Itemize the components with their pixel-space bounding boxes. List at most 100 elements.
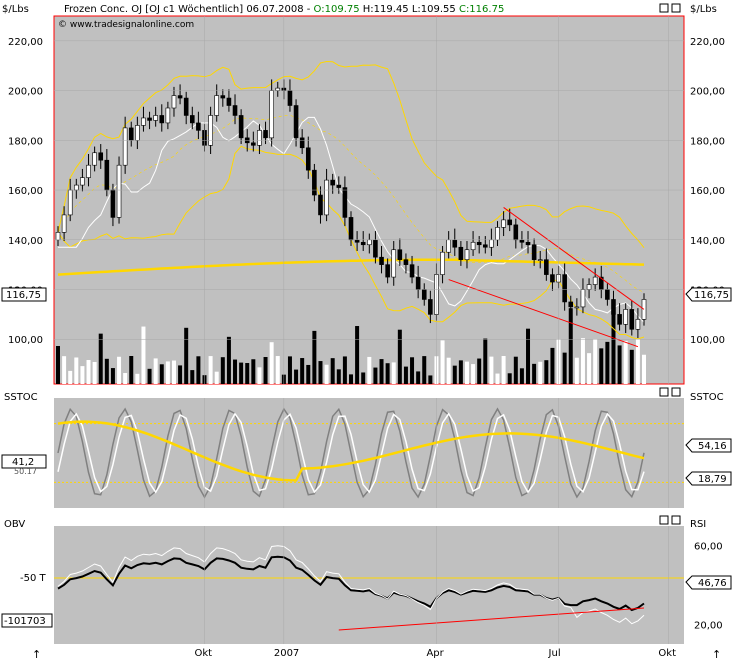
volume-bar <box>464 361 469 384</box>
volume-bar <box>129 356 134 384</box>
watermark-text: © www.tradesignalonline.com <box>58 20 194 30</box>
candle-body <box>403 259 409 265</box>
candle-body <box>379 256 384 265</box>
candle-body <box>592 276 598 285</box>
candle-body <box>635 319 641 330</box>
sstoc-badge-right-top-text: 54,16 <box>698 441 727 452</box>
volume-bar <box>257 367 262 384</box>
obv-close-icon[interactable] <box>671 515 681 525</box>
price-y-tick-left: 100,00 <box>8 335 43 346</box>
volume-bar <box>226 336 231 384</box>
volume-bar <box>312 330 317 384</box>
candle-body <box>196 122 201 131</box>
sstoc-restore-icon[interactable] <box>659 387 669 397</box>
volume-bar <box>629 349 634 384</box>
candle-body <box>269 90 274 139</box>
bollinger-upper-line <box>57 60 645 249</box>
candle-body <box>519 239 525 243</box>
title-low: L:109.55 <box>409 4 456 15</box>
rsi-y-tick: 20,00 <box>694 620 723 631</box>
candle-body <box>61 214 67 233</box>
volume-bar <box>611 314 616 384</box>
sstoc-label-right: SSTOC <box>690 392 724 403</box>
volume-bar <box>574 357 579 384</box>
candle-body <box>415 276 421 290</box>
volume-bar <box>617 345 622 384</box>
obv-label-left: OBV <box>4 519 25 530</box>
volume-bar <box>599 348 604 384</box>
volume-bar <box>446 357 451 384</box>
candle-body <box>330 179 335 186</box>
volume-bar <box>275 356 280 384</box>
volume-bar <box>62 356 67 384</box>
candle-body <box>159 115 165 124</box>
candle-body <box>617 314 622 325</box>
volume-bar <box>373 367 378 384</box>
restore-icon[interactable] <box>659 3 669 13</box>
candle-body <box>263 130 268 139</box>
volume-bar <box>385 363 390 384</box>
volume-bar <box>452 365 457 384</box>
candle-body <box>428 299 433 315</box>
candle-body <box>513 224 519 241</box>
candle-body <box>440 251 445 275</box>
rsi-y-tick: 60,00 <box>694 542 723 553</box>
volume-bar <box>306 364 311 384</box>
candle-body <box>251 142 256 146</box>
volume-bar <box>269 342 274 384</box>
obv-restore-icon[interactable] <box>659 515 669 525</box>
candle-body <box>568 301 574 308</box>
sstoc-close-icon[interactable] <box>671 387 681 397</box>
candle-body <box>348 217 354 241</box>
volume-bar <box>428 375 433 384</box>
price-y-tick-right: 180,00 <box>690 136 725 147</box>
candle-body <box>189 115 195 124</box>
title-segment: Frozen Conc. OJ [OJ c1 Wöchentlich] 06.0… <box>64 4 314 15</box>
price-layer <box>55 60 647 384</box>
volume-bar <box>635 338 640 384</box>
window-buttons[interactable] <box>659 3 681 13</box>
candle-body <box>586 284 592 290</box>
volume-bar <box>410 357 415 384</box>
price-y-tick-right: 140,00 <box>690 236 725 247</box>
candle-body <box>324 179 329 216</box>
candle-body <box>354 239 360 243</box>
candle-body <box>470 241 476 251</box>
candle-body <box>531 244 537 260</box>
candle-body <box>257 130 262 146</box>
price-plot-area <box>54 16 684 384</box>
volume-bar <box>379 359 384 384</box>
volume-bar <box>141 326 146 384</box>
volume-bar <box>483 338 488 384</box>
sstoc-badge-left-bottom: 50.17 <box>14 467 37 476</box>
volume-bar <box>538 361 543 384</box>
left-unit-label: $/Lbs <box>2 4 29 15</box>
candle-body <box>360 241 366 246</box>
candle-body <box>226 97 232 106</box>
sstoc-slow-line <box>57 420 645 482</box>
candle-body <box>104 159 110 191</box>
candle-body <box>580 289 586 308</box>
close-icon[interactable] <box>671 3 681 13</box>
volume-bar <box>519 368 524 384</box>
price-badge-left: 116,75 <box>1 287 47 302</box>
volume-bar <box>355 326 360 384</box>
candle-body <box>141 117 146 126</box>
candle-body <box>525 241 531 246</box>
volume-bar <box>495 373 500 384</box>
x-tick-label: Okt <box>658 648 676 659</box>
scroll-up-right-icon[interactable]: ↑ <box>712 648 721 661</box>
x-tick-label: 2007 <box>274 648 299 659</box>
candle-body <box>476 241 482 246</box>
volume-bar <box>318 361 323 384</box>
candle-body <box>397 249 403 260</box>
candle-body <box>220 95 226 99</box>
scroll-up-left-icon[interactable]: ↑ <box>32 648 41 661</box>
candle-body <box>605 289 610 300</box>
obv-left-tick-top: -50 T <box>20 573 47 584</box>
volume-bar <box>86 360 91 384</box>
volume-bar <box>440 340 445 384</box>
candle-body <box>299 137 305 149</box>
volume-bar <box>159 364 164 384</box>
